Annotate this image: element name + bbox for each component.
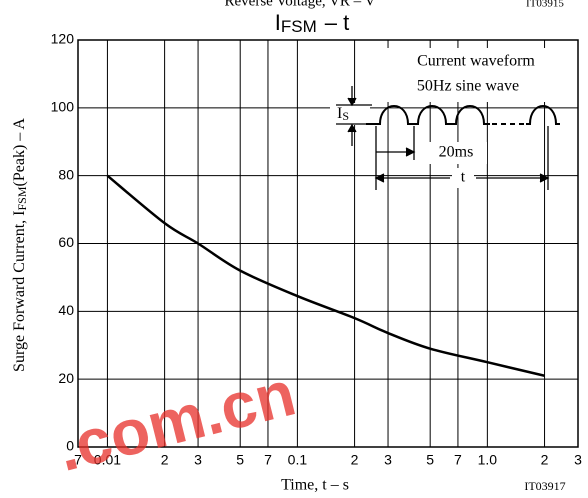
x-tick-label: 2 — [351, 452, 359, 468]
x-tick-label: 7 — [74, 452, 82, 468]
top-caption: Reverse Voltage, VR – V — [225, 0, 376, 9]
top-figure-id: IT03915 — [526, 0, 564, 10]
title-symbol: I — [275, 10, 281, 35]
y-tick-label: 60 — [58, 234, 74, 250]
x-tick-label: 3 — [194, 452, 202, 468]
y-tick-label: 40 — [58, 302, 74, 318]
y-tick-label: 80 — [58, 166, 74, 182]
inset-line2: 50Hz sine wave — [417, 78, 519, 95]
y-tick-label: 100 — [51, 99, 75, 115]
y-tick-label: 20 — [58, 370, 74, 386]
inset-period: 20ms — [439, 144, 474, 161]
x-tick-label: 3 — [384, 452, 392, 468]
x-tick-label: 0.01 — [94, 452, 121, 468]
inset-is-symbol: I — [337, 105, 342, 122]
x-tick-label: 0.1 — [288, 452, 308, 468]
y-axis-label: Surge Forward Current, IFSM(Peak) – A — [11, 118, 29, 372]
y-tick-label: 120 — [51, 31, 75, 47]
x-tick-label: 5 — [236, 452, 244, 468]
x-tick-label: 7 — [264, 452, 272, 468]
inset-line1: Current waveform — [417, 53, 535, 70]
x-axis-label: Time, t – s — [281, 477, 349, 494]
figure-id: IT03917 — [524, 479, 565, 493]
inset — [330, 48, 575, 190]
x-tick-label: 1.0 — [478, 452, 498, 468]
x-tick-label: 2 — [541, 452, 549, 468]
y-label-suffix: (Peak) – A — [11, 118, 28, 187]
title-subscript: FSM — [281, 17, 317, 36]
y-label-prefix: Surge Forward Current, I — [11, 211, 28, 372]
y-label-subscript: FSM — [15, 186, 29, 210]
inset-is: IS — [337, 105, 349, 123]
x-tick-label: 3 — [574, 452, 582, 468]
x-tick-label: 2 — [161, 452, 169, 468]
title-suffix: – t — [325, 10, 349, 35]
y-tick-label: 0 — [66, 438, 74, 454]
x-tick-label: 7 — [454, 452, 462, 468]
inset-is-subscript: S — [342, 109, 349, 123]
data-line — [106, 174, 545, 377]
x-tick-label: 5 — [426, 452, 434, 468]
chart-title: IFSM – t — [275, 10, 349, 37]
inset-duration: t — [461, 169, 466, 186]
plot-frame — [77, 39, 579, 448]
